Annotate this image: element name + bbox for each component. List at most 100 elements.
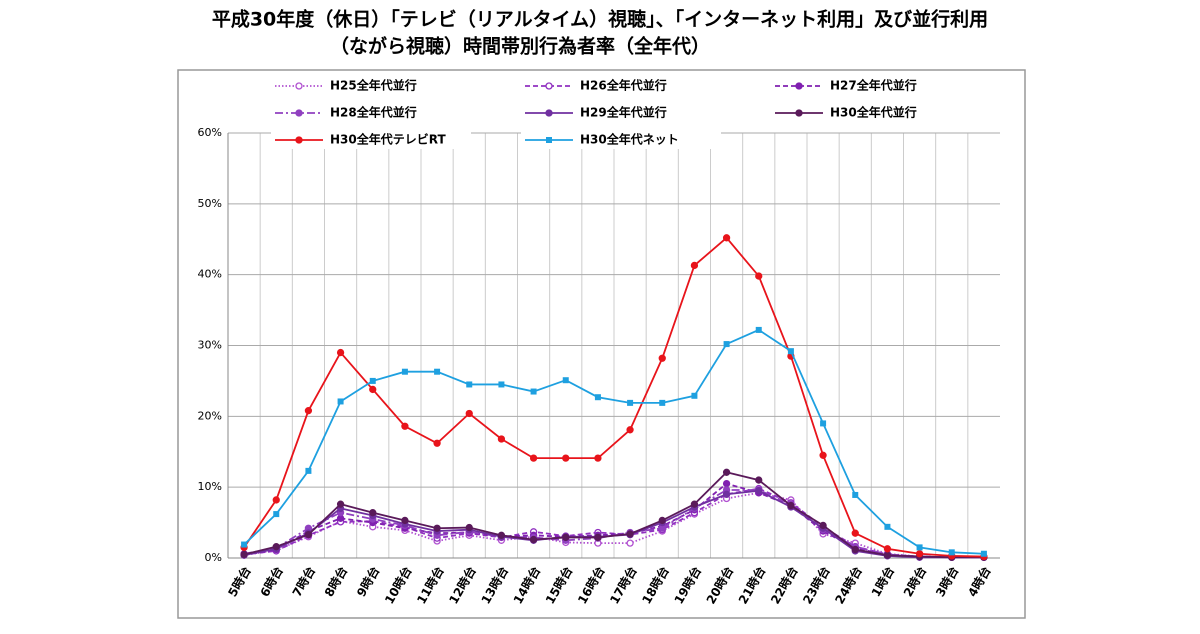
point — [530, 388, 537, 395]
point — [755, 326, 762, 333]
point — [820, 420, 827, 427]
legend-label: H30全年代テレビRT — [330, 132, 446, 147]
point — [369, 509, 377, 517]
y-tick-label: 40% — [198, 268, 222, 281]
x-tick-label: 13時台 — [478, 564, 511, 607]
point — [819, 451, 827, 459]
chart-title: （ながら視聴）時間帯別行為者率（全年代） — [330, 35, 710, 58]
y-tick-label: 10% — [198, 480, 222, 493]
legend-label: H30全年代ネット — [580, 132, 679, 147]
point — [915, 550, 924, 558]
point — [755, 487, 763, 495]
point — [465, 523, 473, 532]
x-tick-label: 22時台 — [767, 564, 800, 607]
y-tick-label: 50% — [198, 197, 222, 210]
point — [723, 341, 730, 348]
point — [562, 533, 570, 542]
x-tick-label: 14時台 — [510, 564, 543, 607]
point — [690, 261, 699, 270]
legend-bg — [521, 131, 721, 149]
legend-label: H27全年代並行 — [830, 78, 917, 93]
x-tick-label: 1時台 — [868, 564, 897, 600]
point — [755, 476, 763, 484]
point — [337, 398, 344, 405]
legend-marker — [795, 82, 803, 90]
point — [336, 500, 345, 508]
point — [336, 348, 345, 357]
x-tick-label: 9時台 — [353, 564, 382, 600]
series-line — [243, 471, 984, 559]
x-tick-label: 18時台 — [639, 564, 672, 607]
point — [722, 490, 731, 498]
x-tick-label: 7時台 — [289, 564, 318, 600]
point — [722, 479, 731, 488]
series-line — [243, 489, 984, 559]
legend-marker — [295, 109, 303, 117]
point — [851, 545, 859, 554]
x-tick-label: 8時台 — [321, 564, 350, 600]
point — [594, 454, 602, 462]
legend-marker — [295, 82, 303, 90]
x-tick-label: 19時台 — [671, 564, 704, 607]
legend-bg — [271, 77, 471, 95]
point — [980, 550, 987, 557]
point — [273, 511, 280, 518]
legend-bg — [771, 77, 971, 95]
y-tick-label: 60% — [198, 126, 222, 139]
legend-label: H30全年代並行 — [830, 105, 917, 120]
legend-marker — [295, 136, 303, 144]
point — [272, 543, 280, 551]
legend-label: H25全年代並行 — [330, 78, 417, 93]
point — [369, 377, 376, 384]
point — [272, 496, 280, 504]
x-tick-label: 4時台 — [964, 564, 993, 600]
legend-marker — [545, 82, 553, 90]
point — [304, 407, 313, 415]
point — [433, 524, 441, 532]
point — [304, 530, 313, 539]
x-tick-label: 15時台 — [542, 564, 575, 607]
point — [498, 381, 505, 388]
point — [240, 550, 248, 559]
x-tick-label: 3時台 — [932, 564, 961, 600]
series-line — [243, 491, 984, 559]
point — [948, 549, 955, 556]
legend-bg — [521, 104, 721, 122]
point — [626, 530, 634, 538]
x-tick-label: 20時台 — [703, 564, 736, 607]
point — [401, 368, 408, 375]
point — [626, 426, 634, 434]
point — [529, 535, 538, 544]
chart-title: 平成30年度（休日）「テレビ（リアルタイム）視聴」、「インターネット利用」及び並… — [212, 8, 988, 31]
point — [787, 348, 794, 355]
y-tick-label: 20% — [198, 409, 222, 422]
point — [369, 385, 377, 394]
x-tick-label: 12時台 — [446, 564, 479, 607]
x-tick-label: 24時台 — [832, 564, 865, 607]
y-tick-label: 30% — [198, 339, 222, 352]
x-tick-label: 11時台 — [413, 564, 446, 607]
point — [626, 539, 634, 547]
legend-marker — [545, 109, 553, 117]
point — [305, 467, 312, 474]
point — [722, 468, 731, 476]
point — [659, 399, 666, 406]
point — [497, 435, 506, 443]
point — [883, 545, 892, 553]
y-tick-label: 0% — [205, 551, 222, 564]
point — [884, 523, 891, 530]
point — [658, 354, 666, 362]
point — [787, 501, 795, 510]
legend-bg — [771, 104, 971, 122]
point — [627, 399, 634, 406]
x-tick-label: 10時台 — [381, 564, 414, 607]
point — [401, 516, 409, 525]
point — [691, 392, 698, 399]
legend-label: H26全年代並行 — [580, 78, 667, 93]
chart-frame — [177, 69, 1026, 619]
point — [722, 234, 731, 242]
point — [883, 551, 892, 559]
x-tick-label: 17時台 — [606, 564, 639, 607]
x-tick-label: 21時台 — [735, 564, 768, 607]
